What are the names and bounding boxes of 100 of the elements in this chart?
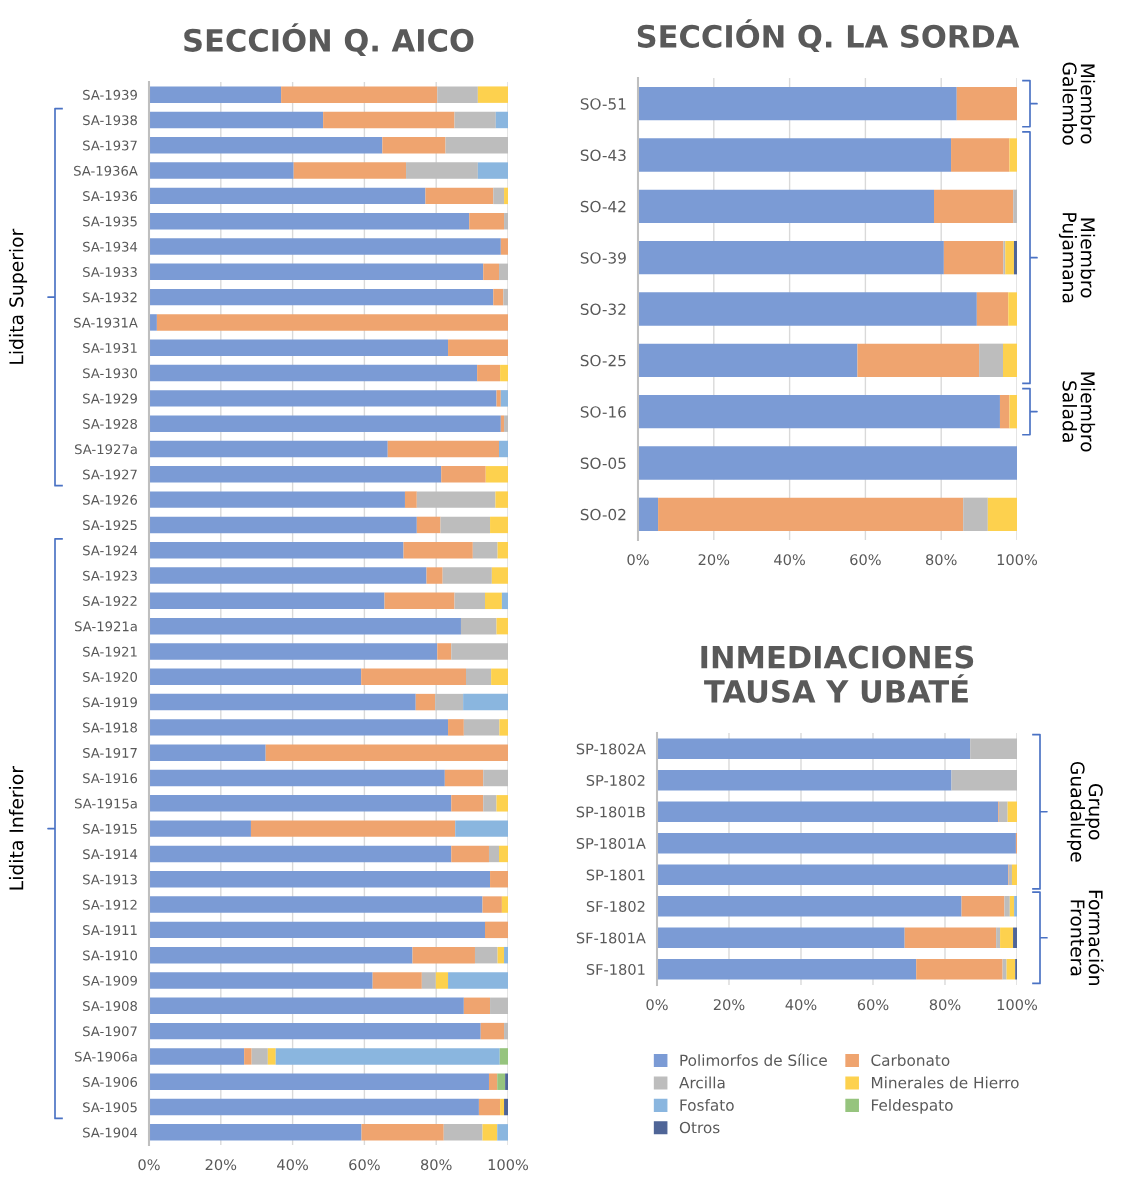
x-tick-label: 20% — [205, 1159, 237, 1171]
bar — [499, 440, 508, 458]
y-tick-label: SA-1921a — [74, 621, 137, 632]
bar — [491, 567, 508, 584]
bar — [466, 668, 492, 685]
bar — [149, 592, 385, 610]
bar — [500, 415, 505, 432]
bar — [463, 719, 500, 736]
bar — [149, 288, 494, 306]
bar — [416, 516, 441, 534]
bar — [149, 415, 501, 432]
bar — [454, 111, 496, 129]
x-tick-label: 0% — [138, 1159, 160, 1171]
y-tick-label: SA-1922 — [83, 596, 137, 607]
text: Lidita Superior — [8, 228, 28, 364]
legend-label: Polimorfos de Sílice — [680, 1053, 827, 1067]
bar — [1000, 927, 1014, 948]
bar — [857, 343, 980, 378]
bar — [987, 497, 1017, 532]
bar — [149, 668, 362, 685]
bar — [638, 189, 934, 224]
bar — [497, 1124, 508, 1141]
y-tick-label: SF-1802 — [586, 900, 645, 912]
text: Miembro Salada — [1062, 372, 1096, 452]
x-tick-label: 80% — [929, 999, 961, 1011]
bar — [149, 491, 405, 508]
y-tick-label: SA-1929 — [83, 393, 137, 404]
bar — [638, 138, 952, 172]
bar — [638, 86, 957, 121]
bar — [499, 719, 508, 736]
bar — [638, 240, 944, 275]
bar — [267, 1048, 276, 1065]
legend-label: Fosfato — [680, 1099, 734, 1111]
y-tick-label: SO-16 — [580, 406, 626, 418]
y-tick-label: SA-1932 — [83, 292, 137, 303]
bar — [443, 1124, 483, 1141]
bar — [499, 845, 508, 863]
bar — [483, 769, 508, 787]
bar — [657, 864, 1008, 885]
bar — [963, 497, 988, 532]
bar — [970, 738, 1017, 759]
bar — [149, 871, 491, 888]
text: Grupo Guadalupe — [1066, 761, 1103, 862]
bar — [657, 833, 1016, 854]
bar — [1006, 959, 1016, 980]
y-tick-label: SO-02 — [580, 508, 626, 521]
y-tick-label: SA-1910 — [83, 950, 138, 961]
bar — [499, 263, 508, 281]
y-tick-label: SP-1801B — [576, 806, 645, 818]
bar — [149, 972, 373, 989]
x-tick-label: 40% — [785, 999, 817, 1011]
bar — [477, 364, 501, 382]
bar — [244, 1048, 252, 1065]
y-tick-label: SA-1928 — [83, 418, 137, 429]
bar — [490, 516, 508, 534]
bar — [657, 770, 952, 791]
bar — [1013, 240, 1017, 275]
bar — [412, 946, 475, 964]
y-tick-label: SA-1909 — [83, 975, 137, 986]
bar — [469, 212, 505, 230]
bar — [478, 1098, 501, 1116]
bar — [149, 1098, 479, 1116]
bar — [275, 1048, 500, 1065]
bar — [406, 162, 478, 179]
y-tick-label: SA-1936A — [74, 165, 138, 176]
bar — [149, 795, 452, 812]
y-tick-label: SF-1801A — [576, 932, 646, 944]
bar — [488, 845, 500, 863]
bar — [149, 567, 427, 584]
y-tick-label: SP-1802A — [576, 743, 646, 755]
bar — [251, 1048, 268, 1065]
y-tick-label: SA-1931 — [83, 342, 137, 353]
bar — [442, 567, 492, 584]
bar — [1005, 240, 1014, 275]
bar — [488, 1073, 498, 1090]
bar — [999, 801, 1008, 822]
y-tick-label: SA-1936 — [83, 191, 138, 202]
bar — [1014, 896, 1017, 917]
y-tick-label: SA-1907 — [83, 1026, 137, 1037]
y-tick-label: SA-1916 — [83, 773, 138, 784]
x-tick-label: 100% — [997, 554, 1038, 566]
bar — [149, 820, 251, 837]
y-tick-label: SA-1937 — [83, 140, 137, 151]
bar — [1007, 801, 1017, 822]
y-tick-label: SA-1906 — [83, 1076, 138, 1087]
y-tick-label: SA-1921 — [83, 646, 137, 657]
bar — [403, 542, 473, 559]
bar — [497, 946, 505, 964]
bar — [448, 339, 508, 356]
bar — [495, 491, 508, 508]
y-tick-label: SA-1925 — [83, 520, 137, 531]
y-tick-label: SA-1904 — [83, 1127, 138, 1138]
y-tick-label: SA-1927a — [74, 444, 137, 455]
x-tick-label: 100% — [997, 999, 1038, 1011]
legend-label: Otros — [679, 1121, 720, 1134]
chart-title: SECCIÓN Q. AICO — [184, 23, 474, 56]
bar — [638, 292, 977, 326]
bar — [149, 845, 452, 863]
x-tick-label: 0% — [646, 999, 668, 1011]
bar — [463, 997, 491, 1015]
